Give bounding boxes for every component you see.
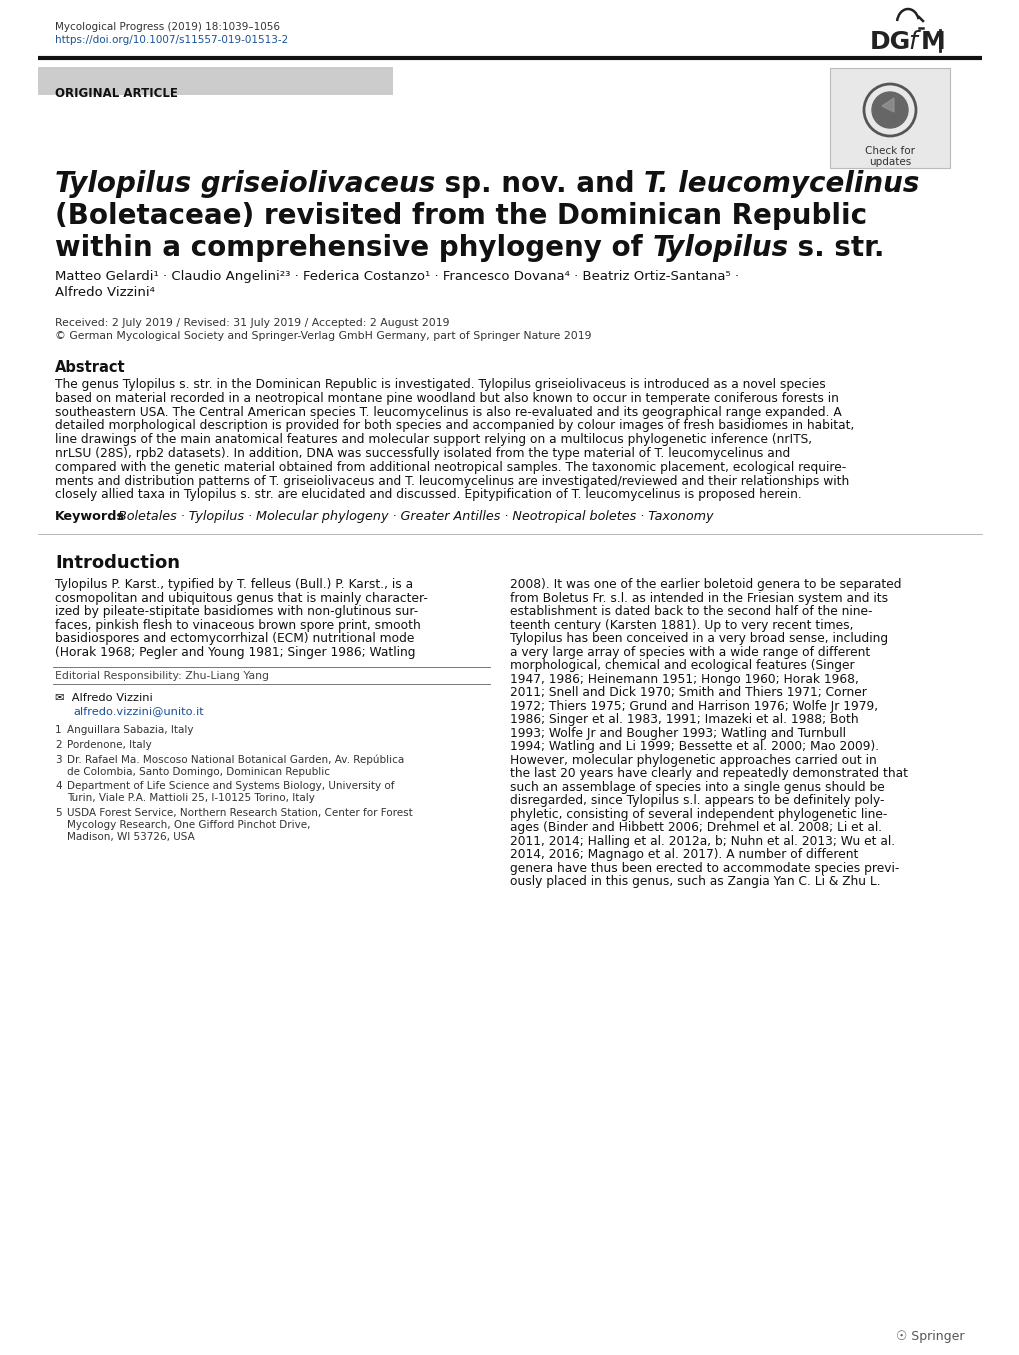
Text: phyletic, consisting of several independent phylogenetic line-: phyletic, consisting of several independ… <box>510 808 887 821</box>
Text: morphological, chemical and ecological features (Singer: morphological, chemical and ecological f… <box>510 659 854 672</box>
Text: within a comprehensive phylogeny of: within a comprehensive phylogeny of <box>55 234 652 262</box>
Text: Received: 2 July 2019 / Revised: 31 July 2019 / Accepted: 2 August 2019: Received: 2 July 2019 / Revised: 31 July… <box>55 318 449 328</box>
Text: genera have thus been erected to accommodate species previ-: genera have thus been erected to accommo… <box>510 862 899 875</box>
Text: disregarded, since Tylopilus s.l. appears to be definitely poly-: disregarded, since Tylopilus s.l. appear… <box>510 794 883 808</box>
Circle shape <box>871 92 907 127</box>
Text: Keywords: Keywords <box>55 511 125 523</box>
Text: from Boletus Fr. s.l. as intended in the Friesian system and its: from Boletus Fr. s.l. as intended in the… <box>510 592 888 604</box>
FancyBboxPatch shape <box>38 66 392 95</box>
Text: closely allied taxa in Tylopilus s. str. are elucidated and discussed. Epitypifi: closely allied taxa in Tylopilus s. str.… <box>55 488 801 501</box>
Text: 1947, 1986; Heinemann 1951; Hongo 1960; Horak 1968,: 1947, 1986; Heinemann 1951; Hongo 1960; … <box>510 672 858 686</box>
Text: teenth century (Karsten 1881). Up to very recent times,: teenth century (Karsten 1881). Up to ver… <box>510 619 853 631</box>
Text: (Horak 1968; Pegler and Young 1981; Singer 1986; Watling: (Horak 1968; Pegler and Young 1981; Sing… <box>55 646 415 659</box>
Text: Madison, WI 53726, USA: Madison, WI 53726, USA <box>67 832 195 841</box>
Text: detailed morphological description is provided for both species and accompanied : detailed morphological description is pr… <box>55 420 854 432</box>
Text: Department of Life Science and Systems Biology, University of: Department of Life Science and Systems B… <box>67 782 394 791</box>
Text: 1986; Singer et al. 1983, 1991; Imazeki et al. 1988; Both: 1986; Singer et al. 1983, 1991; Imazeki … <box>510 713 858 726</box>
Text: updates: updates <box>868 157 910 167</box>
Text: such an assemblage of species into a single genus should be: such an assemblage of species into a sin… <box>510 780 883 794</box>
Text: establishment is dated back to the second half of the nine-: establishment is dated back to the secon… <box>510 606 871 618</box>
Text: cosmopolitan and ubiquitous genus that is mainly character-: cosmopolitan and ubiquitous genus that i… <box>55 592 427 604</box>
Text: USDA Forest Service, Northern Research Station, Center for Forest: USDA Forest Service, Northern Research S… <box>67 808 413 818</box>
Text: DG: DG <box>869 30 910 54</box>
Text: © German Mycological Society and Springer-Verlag GmbH Germany, part of Springer : © German Mycological Society and Springe… <box>55 331 591 341</box>
Text: 1993; Wolfe Jr and Bougher 1993; Watling and Turnbull: 1993; Wolfe Jr and Bougher 1993; Watling… <box>510 726 845 740</box>
Text: basidiospores and ectomycorrhizal (ECM) nutritional mode: basidiospores and ectomycorrhizal (ECM) … <box>55 633 414 645</box>
Text: (Boletaceae) revisited from the Dominican Republic: (Boletaceae) revisited from the Dominica… <box>55 202 866 230</box>
FancyBboxPatch shape <box>829 68 949 168</box>
Text: The genus Tylopilus s. str. in the Dominican Republic is investigated. Tylopilus: The genus Tylopilus s. str. in the Domin… <box>55 378 825 392</box>
Text: Mycology Research, One Gifford Pinchot Drive,: Mycology Research, One Gifford Pinchot D… <box>67 820 310 829</box>
Text: 5: 5 <box>55 808 61 818</box>
Text: sp. nov. and: sp. nov. and <box>435 169 644 198</box>
Text: Tylopilus: Tylopilus <box>652 234 788 262</box>
Text: alfredo.vizzini@unito.it: alfredo.vizzini@unito.it <box>73 706 204 717</box>
Text: 2011; Snell and Dick 1970; Smith and Thiers 1971; Corner: 2011; Snell and Dick 1970; Smith and Thi… <box>510 686 866 699</box>
Text: compared with the genetic material obtained from additional neotropical samples.: compared with the genetic material obtai… <box>55 461 846 474</box>
Text: Alfredo Vizzini⁴: Alfredo Vizzini⁴ <box>55 286 155 299</box>
Text: southeastern USA. The Central American species T. leucomycelinus is also re-eval: southeastern USA. The Central American s… <box>55 405 841 419</box>
Text: s. str.: s. str. <box>788 234 884 262</box>
Polygon shape <box>881 98 893 112</box>
Text: 1994; Watling and Li 1999; Bessette et al. 2000; Mao 2009).: 1994; Watling and Li 1999; Bessette et a… <box>510 740 878 753</box>
Text: 2011, 2014; Halling et al. 2012a, b; Nuhn et al. 2013; Wu et al.: 2011, 2014; Halling et al. 2012a, b; Nuh… <box>510 835 895 848</box>
Text: Mycological Progress (2019) 18:1039–1056: Mycological Progress (2019) 18:1039–1056 <box>55 22 280 33</box>
Text: 4: 4 <box>55 782 61 791</box>
Text: M: M <box>920 30 945 54</box>
Text: ments and distribution patterns of T. griseiolivaceus and T. leucomycelinus are : ments and distribution patterns of T. gr… <box>55 474 849 488</box>
Text: ously placed in this genus, such as Zangia Yan C. Li & Zhu L.: ously placed in this genus, such as Zang… <box>510 875 879 888</box>
Text: f: f <box>907 30 916 54</box>
Text: Dr. Rafael Ma. Moscoso National Botanical Garden, Av. República: Dr. Rafael Ma. Moscoso National Botanica… <box>67 755 404 766</box>
Text: Abstract: Abstract <box>55 360 125 375</box>
Text: Pordenone, Italy: Pordenone, Italy <box>67 740 152 751</box>
Text: the last 20 years have clearly and repeatedly demonstrated that: the last 20 years have clearly and repea… <box>510 767 907 780</box>
Text: ORIGINAL ARTICLE: ORIGINAL ARTICLE <box>55 87 177 100</box>
Text: T. leucomycelinus: T. leucomycelinus <box>644 169 919 198</box>
Text: Anguillara Sabazia, Italy: Anguillara Sabazia, Italy <box>67 725 194 736</box>
Text: line drawings of the main anatomical features and molecular support relying on a: line drawings of the main anatomical fea… <box>55 434 811 446</box>
Text: Boletales · Tylopilus · Molecular phylogeny · Greater Antilles · Neotropical bol: Boletales · Tylopilus · Molecular phylog… <box>114 511 713 523</box>
Text: nrLSU (28S), rpb2 datasets). In addition, DNA was successfully isolated from the: nrLSU (28S), rpb2 datasets). In addition… <box>55 447 790 459</box>
Text: Tylopilus griseiolivaceus: Tylopilus griseiolivaceus <box>55 169 435 198</box>
Text: 3: 3 <box>55 755 61 764</box>
Text: ☉ Springer: ☉ Springer <box>896 1331 964 1343</box>
Text: 2014, 2016; Magnago et al. 2017). A number of different: 2014, 2016; Magnago et al. 2017). A numb… <box>510 848 858 862</box>
Text: Tylopilus has been conceived in a very broad sense, including: Tylopilus has been conceived in a very b… <box>510 633 888 645</box>
Text: 1972; Thiers 1975; Grund and Harrison 1976; Wolfe Jr 1979,: 1972; Thiers 1975; Grund and Harrison 19… <box>510 699 877 713</box>
Text: https://doi.org/10.1007/s11557-019-01513-2: https://doi.org/10.1007/s11557-019-01513… <box>55 35 288 45</box>
Text: Editorial Responsibility: Zhu-Liang Yang: Editorial Responsibility: Zhu-Liang Yang <box>55 671 269 682</box>
Text: Matteo Gelardi¹ · Claudio Angelini²³ · Federica Costanzo¹ · Francesco Dovana⁴ · : Matteo Gelardi¹ · Claudio Angelini²³ · F… <box>55 270 739 283</box>
Text: faces, pinkish flesh to vinaceous brown spore print, smooth: faces, pinkish flesh to vinaceous brown … <box>55 619 421 631</box>
Text: However, molecular phylogenetic approaches carried out in: However, molecular phylogenetic approach… <box>510 753 876 767</box>
Text: Check for: Check for <box>864 146 914 156</box>
Text: Tylopilus P. Karst., typified by T. felleus (Bull.) P. Karst., is a: Tylopilus P. Karst., typified by T. fell… <box>55 579 413 591</box>
Text: a very large array of species with a wide range of different: a very large array of species with a wid… <box>510 646 869 659</box>
Text: de Colombia, Santo Domingo, Dominican Republic: de Colombia, Santo Domingo, Dominican Re… <box>67 767 330 776</box>
Text: ages (Binder and Hibbett 2006; Drehmel et al. 2008; Li et al.: ages (Binder and Hibbett 2006; Drehmel e… <box>510 821 881 835</box>
Text: 2: 2 <box>55 740 61 751</box>
Text: 1: 1 <box>55 725 61 736</box>
Text: Turin, Viale P.A. Mattioli 25, I-10125 Torino, Italy: Turin, Viale P.A. Mattioli 25, I-10125 T… <box>67 793 315 804</box>
Text: ✉  Alfredo Vizzini: ✉ Alfredo Vizzini <box>55 694 153 703</box>
Text: 2008). It was one of the earlier boletoid genera to be separated: 2008). It was one of the earlier boletoi… <box>510 579 901 591</box>
Text: based on material recorded in a neotropical montane pine woodland but also known: based on material recorded in a neotropi… <box>55 392 838 405</box>
Text: ized by pileate-stipitate basidiomes with non-glutinous sur-: ized by pileate-stipitate basidiomes wit… <box>55 606 418 618</box>
Text: Introduction: Introduction <box>55 554 179 572</box>
